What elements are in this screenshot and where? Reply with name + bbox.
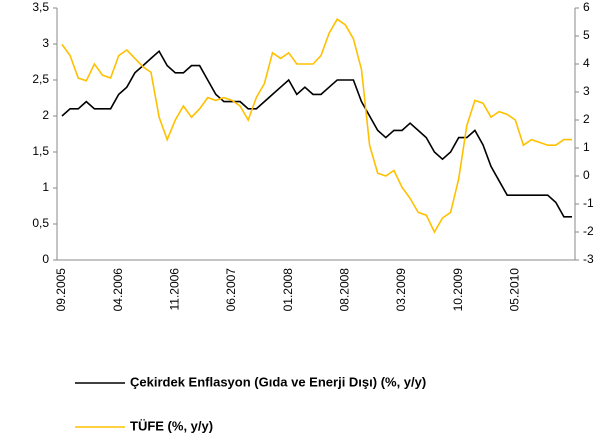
x-tick-label: 03.2009 — [394, 268, 408, 312]
y2-tick-label: 4 — [583, 56, 590, 70]
x-tick-label: 10.2009 — [451, 268, 465, 312]
y-tick-label: 3,5 — [32, 0, 49, 14]
series-line — [61, 18, 572, 234]
y2-tick-label: 2 — [583, 112, 590, 126]
y-tick-label: 0,5 — [32, 216, 49, 230]
y2-tick-label: 0 — [583, 168, 590, 182]
y-tick-label: 2,5 — [32, 72, 49, 86]
x-tick-label: 11.2006 — [168, 268, 182, 311]
y2-tick-label: -1 — [583, 196, 594, 210]
y2-tick-label: -2 — [583, 224, 594, 238]
series-line — [61, 49, 572, 218]
y-tick-label: 2 — [42, 108, 49, 122]
y-tick-label: 1,5 — [32, 144, 49, 158]
legend-label: Çekirdek Enflasyon (Gıda ve Enerji Dışı)… — [130, 374, 426, 389]
y2-tick-label: -3 — [583, 252, 594, 266]
y2-tick-label: 3 — [583, 84, 590, 98]
y2-tick-label: 6 — [583, 0, 590, 14]
x-tick-label: 08.2008 — [338, 268, 352, 312]
y2-tick-label: 1 — [583, 140, 590, 154]
y-tick-label: 3 — [42, 36, 49, 50]
x-tick-label: 09.2005 — [54, 268, 68, 312]
x-tick-label: 04.2006 — [111, 268, 125, 312]
x-tick-label: 05.2010 — [508, 268, 522, 312]
y-tick-label: 1 — [42, 180, 49, 194]
legend-label: TÜFE (%, y/y) — [130, 418, 213, 433]
x-tick-label: 01.2008 — [281, 268, 295, 312]
y2-tick-label: 5 — [583, 28, 590, 42]
y-tick-label: 0 — [42, 252, 49, 266]
x-tick-label: 06.2007 — [224, 268, 238, 312]
